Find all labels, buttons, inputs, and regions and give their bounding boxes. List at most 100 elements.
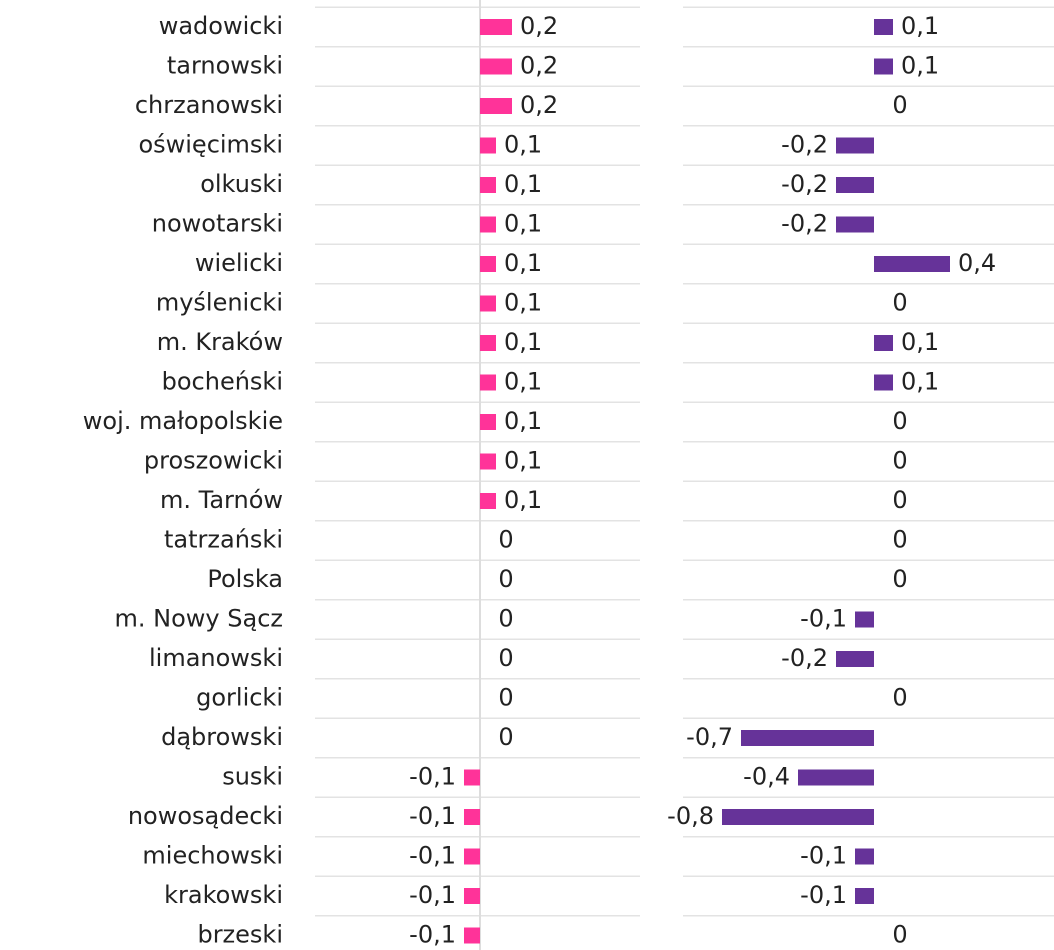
bar <box>464 927 480 944</box>
value-label: -0,1 <box>409 763 456 791</box>
value-label: 0,1 <box>504 249 542 277</box>
category-label: nowosądecki <box>128 802 283 830</box>
category-label: gorlicki <box>196 684 283 712</box>
category-label: wielicki <box>195 249 283 277</box>
value-label: -0,1 <box>409 881 456 909</box>
value-label: -0,1 <box>800 881 847 909</box>
bar <box>741 730 874 746</box>
value-label: -0,2 <box>781 170 828 198</box>
bar <box>480 19 512 35</box>
bar <box>480 98 512 114</box>
value-label: 0 <box>498 605 513 633</box>
bar <box>480 295 496 312</box>
value-label: 0 <box>892 91 907 119</box>
bar <box>798 769 874 786</box>
bar <box>874 58 893 75</box>
bar <box>480 414 496 430</box>
value-label: 0,4 <box>958 249 996 277</box>
value-label: 0,1 <box>901 328 939 356</box>
value-label: 0,1 <box>504 368 542 396</box>
value-label: 0 <box>498 723 513 751</box>
bar <box>480 177 496 193</box>
bar <box>855 611 874 628</box>
category-label: proszowicki <box>144 447 283 475</box>
category-label: chrzanowski <box>135 91 283 119</box>
category-label: miechowski <box>142 842 283 870</box>
bar <box>480 493 496 509</box>
bar <box>836 177 874 193</box>
category-label: woj. małopolskie <box>83 407 283 435</box>
category-label: olkuski <box>200 170 283 198</box>
value-label: 0,1 <box>504 486 542 514</box>
category-label: nowotarski <box>152 210 283 238</box>
value-label: 0,2 <box>520 52 558 80</box>
value-label: -0,2 <box>781 210 828 238</box>
value-label: -0,1 <box>409 921 456 949</box>
value-label: 0 <box>892 289 907 317</box>
category-label: dąbrowski <box>161 723 283 751</box>
category-label: oświęcimski <box>138 131 283 159</box>
bar <box>480 216 496 233</box>
value-label: -0,2 <box>781 644 828 672</box>
value-label: -0,7 <box>686 723 733 751</box>
value-label: 0 <box>892 565 907 593</box>
value-label: -0,4 <box>743 763 790 791</box>
category-label: m. Kraków <box>157 328 283 356</box>
category-label: myślenicki <box>156 289 283 317</box>
value-label: 0 <box>892 407 907 435</box>
value-label: 0 <box>892 684 907 712</box>
value-label: 0,1 <box>504 170 542 198</box>
value-label: 0,1 <box>901 12 939 40</box>
bar <box>480 453 496 470</box>
value-label: 0 <box>498 565 513 593</box>
bar <box>480 335 496 351</box>
category-label: wadowicki <box>159 12 283 40</box>
category-label: bocheński <box>162 368 283 396</box>
value-label: 0,1 <box>901 368 939 396</box>
bar <box>874 19 893 35</box>
bar <box>836 137 874 154</box>
value-label: 0,2 <box>520 12 558 40</box>
value-label: 0 <box>892 447 907 475</box>
bar <box>464 769 480 786</box>
value-label: 0,1 <box>504 131 542 159</box>
value-label: 0 <box>498 644 513 672</box>
value-label: 0 <box>892 921 907 949</box>
bar <box>464 848 480 865</box>
value-label: -0,8 <box>667 802 714 830</box>
value-label: 0,1 <box>901 52 939 80</box>
value-label: 0 <box>892 486 907 514</box>
category-label: suski <box>222 763 283 791</box>
bar <box>464 888 480 904</box>
bar <box>480 256 496 272</box>
bar <box>874 374 893 391</box>
value-label: -0,1 <box>409 842 456 870</box>
value-label: 0,1 <box>504 447 542 475</box>
value-label: 0,1 <box>504 407 542 435</box>
bar <box>855 848 874 865</box>
value-label: -0,1 <box>800 842 847 870</box>
value-label: 0,1 <box>504 289 542 317</box>
category-label: krakowski <box>164 881 283 909</box>
category-label: tatrzański <box>164 526 283 554</box>
value-label: 0 <box>498 684 513 712</box>
value-label: 0,1 <box>504 210 542 238</box>
category-label: m. Tarnów <box>160 486 283 514</box>
bar <box>480 137 496 154</box>
bar <box>874 256 950 272</box>
value-label: 0,1 <box>504 328 542 356</box>
bar <box>874 335 893 351</box>
bar <box>836 651 874 667</box>
value-label: -0,2 <box>781 131 828 159</box>
category-label: Polska <box>207 565 283 593</box>
category-label: m. Nowy Sącz <box>115 605 283 633</box>
category-label: limanowski <box>149 644 283 672</box>
bar <box>464 809 480 825</box>
bar <box>722 809 874 825</box>
category-label: brzeski <box>197 921 283 949</box>
bar <box>480 58 512 75</box>
value-label: -0,1 <box>800 605 847 633</box>
bar <box>480 374 496 391</box>
value-label: 0 <box>892 526 907 554</box>
